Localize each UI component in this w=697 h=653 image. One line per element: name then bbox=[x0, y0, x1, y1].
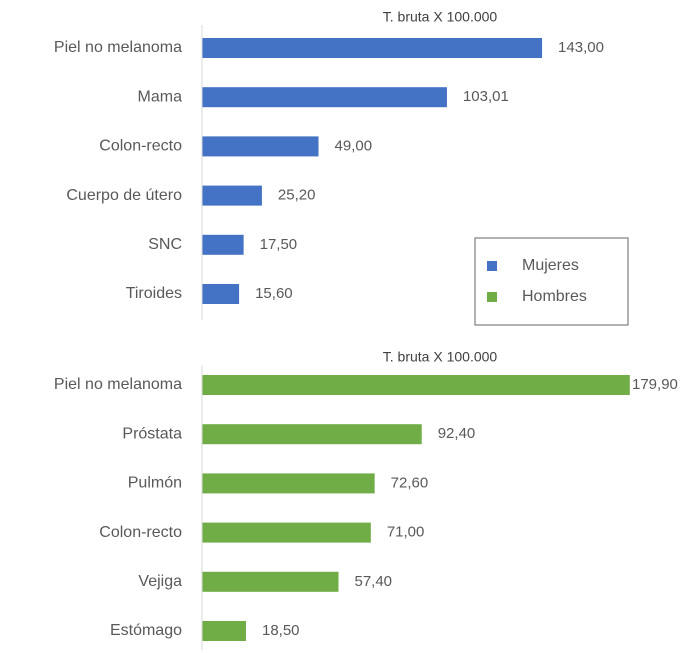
category-label: Pulmón bbox=[128, 475, 182, 492]
value-label: 92,40 bbox=[438, 425, 476, 442]
legend-marker bbox=[487, 261, 497, 271]
category-label: Colon-recto bbox=[99, 138, 182, 155]
value-label: 71,00 bbox=[387, 524, 425, 541]
value-label: 49,00 bbox=[335, 137, 373, 154]
category-label: Piel no melanoma bbox=[54, 376, 182, 393]
value-label: 17,50 bbox=[260, 236, 298, 253]
category-label: Piel no melanoma bbox=[54, 39, 182, 56]
value-label: 25,20 bbox=[278, 187, 316, 204]
legend-box bbox=[474, 237, 629, 326]
value-label: 143,00 bbox=[558, 39, 604, 56]
legend-label: Hombres bbox=[522, 288, 587, 305]
legend-marker bbox=[487, 292, 497, 302]
value-label: 72,60 bbox=[391, 474, 429, 491]
bar bbox=[202, 87, 447, 108]
value-label: 15,60 bbox=[255, 285, 293, 302]
value-label: 179,90 bbox=[632, 376, 678, 393]
category-label: Vejiga bbox=[138, 573, 182, 590]
value-label: 103,01 bbox=[463, 88, 509, 105]
value-label: 57,40 bbox=[354, 573, 392, 590]
category-label: SNC bbox=[148, 236, 182, 253]
category-label: Estómago bbox=[110, 622, 182, 639]
chart-title: T. bruta X 100.000 bbox=[383, 349, 498, 365]
category-label: Mama bbox=[138, 88, 183, 105]
legend-label: Mujeres bbox=[522, 257, 579, 274]
value-label: 18,50 bbox=[262, 622, 300, 639]
bar bbox=[202, 571, 339, 592]
bar bbox=[202, 473, 375, 494]
category-label: Cuerpo de útero bbox=[66, 187, 182, 204]
bar bbox=[202, 185, 262, 206]
category-label: Colon-recto bbox=[99, 524, 182, 541]
bar bbox=[202, 136, 319, 157]
bar bbox=[202, 234, 244, 255]
category-label: Próstata bbox=[122, 425, 182, 442]
chart-title: T. bruta X 100.000 bbox=[383, 9, 498, 25]
bar bbox=[202, 621, 246, 641]
bar bbox=[202, 284, 240, 304]
bar bbox=[202, 424, 422, 445]
category-label: Tiroides bbox=[126, 285, 182, 302]
bar bbox=[202, 38, 543, 58]
bar bbox=[202, 522, 371, 543]
bar bbox=[202, 375, 630, 395]
